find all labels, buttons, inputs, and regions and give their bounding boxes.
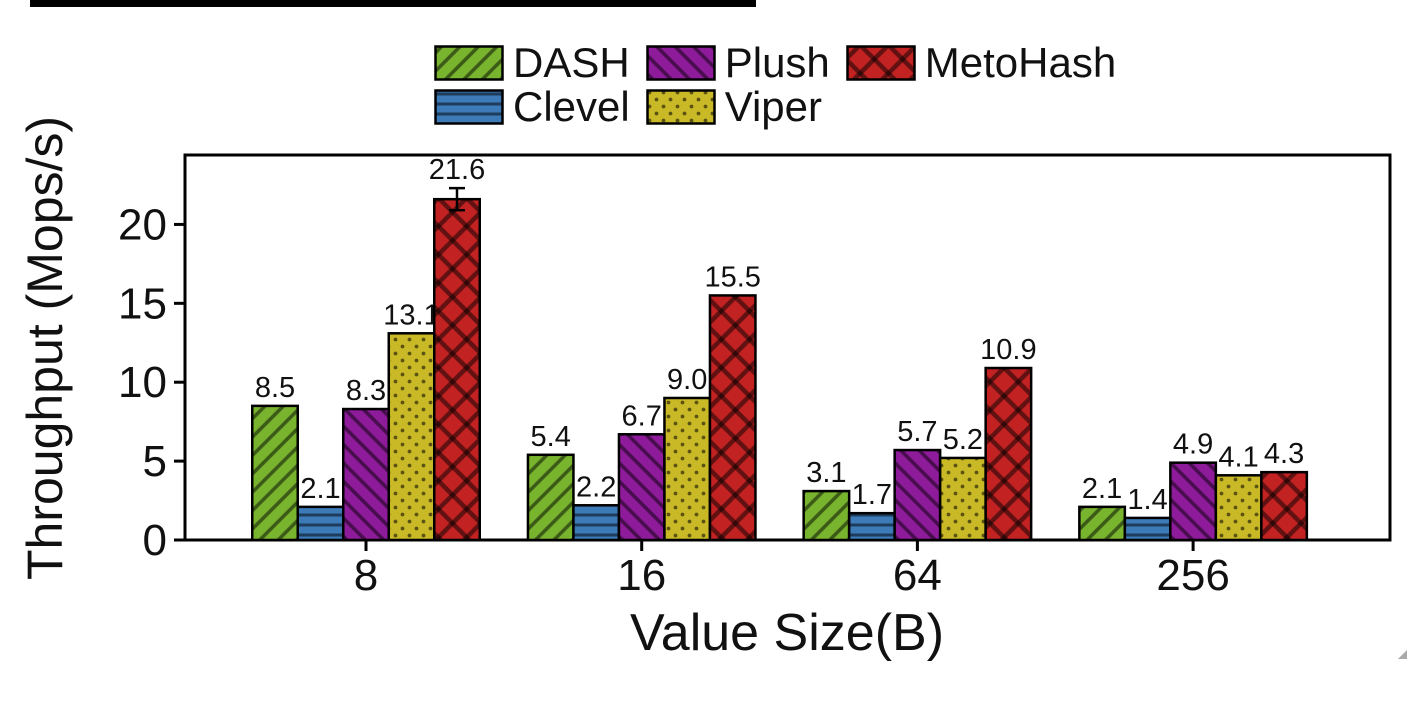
legend-swatch-clevel: [434, 89, 504, 125]
value-label-metohash-64: 10.9: [980, 334, 1036, 366]
bar-viper-8: [387, 332, 436, 542]
value-label-clevel-16: 2.2: [576, 471, 616, 503]
value-label-plush-64: 5.7: [897, 416, 937, 448]
x-tick-label-64: 64: [893, 551, 942, 600]
x-tick-label-256: 256: [1156, 551, 1229, 600]
y-tick-label-5: 5: [143, 437, 167, 486]
legend-column: DASH Clevel: [434, 42, 630, 128]
legend-item-clevel: Clevel: [434, 86, 630, 128]
bar-clevel-64: [847, 511, 896, 542]
bar-plush-256: [1169, 461, 1218, 542]
bar-viper-16: [663, 396, 712, 542]
value-label-viper-256: 4.1: [1218, 441, 1258, 473]
value-label-metohash-16: 15.5: [704, 261, 760, 293]
legend-item-metohash: MetoHash: [846, 42, 1116, 84]
plot-area: 0 5 10 15 20 8 8.5 2.1 8.3 13.1 21.6 16 5.42.2 6.79.0…: [118, 153, 1392, 600]
bar-metohash-8: [433, 197, 481, 542]
legend-item-dash: DASH: [434, 42, 630, 84]
value-label-dash-64: 3.1: [806, 457, 846, 489]
bar-plush-64: [893, 448, 942, 542]
bar-metohash-64: [984, 366, 1033, 542]
value-label-dash-256: 2.1: [1082, 473, 1122, 505]
legend-swatch-dash: [434, 45, 504, 81]
legend-label-plush: Plush: [724, 39, 830, 86]
legend-column: Plush Viper: [645, 39, 830, 130]
value-label-clevel-64: 1.7: [852, 479, 892, 511]
bar-clevel-8: [296, 505, 345, 542]
bar-viper-256: [1214, 474, 1263, 542]
bar-metohash-256: [1260, 470, 1309, 542]
value-label-clevel-8: 2.1: [300, 473, 340, 505]
legend-swatch-viper: [645, 89, 716, 125]
plot-frame: [183, 153, 1392, 542]
value-label-metohash-256: 4.3: [1264, 438, 1304, 470]
bar-plush-16: [617, 433, 666, 542]
bar-dash-64: [802, 489, 851, 542]
y-tick-label-15: 15: [118, 279, 167, 328]
legend-swatch-plush: [645, 45, 716, 81]
legend-label-viper: Viper: [724, 83, 823, 130]
x-tick-label-8: 8: [354, 551, 378, 600]
y-axis-label: Throughput (Mops/s): [17, 116, 73, 580]
legend-swatch-metohash: [846, 45, 916, 81]
bar-plush-8: [342, 407, 390, 542]
y-tick-label-0: 0: [143, 516, 167, 565]
value-label-dash-8: 8.5: [255, 372, 295, 404]
legend-label-clevel: Clevel: [513, 83, 630, 130]
bar-dash-16: [526, 453, 575, 542]
chart-legend: DASH Clevel Plush Viper MetoHash: [434, 42, 1116, 128]
bar-viper-64: [938, 456, 987, 542]
value-label-plush-16: 6.7: [622, 400, 662, 432]
x-tick-label-16: 16: [617, 551, 666, 600]
bar-clevel-16: [572, 504, 621, 542]
corner-artifact: [1398, 650, 1407, 659]
legend-item-plush: Plush: [645, 39, 830, 86]
legend-column: MetoHash: [846, 42, 1116, 84]
legend-label-dash: DASH: [513, 39, 630, 86]
top-edge-artifact: [30, 0, 756, 7]
value-label-viper-16: 9.0: [667, 364, 707, 396]
value-label-clevel-256: 1.4: [1127, 484, 1167, 516]
legend-item-viper: Viper: [645, 83, 830, 130]
y-tick-label-10: 10: [118, 358, 167, 407]
bar-metohash-16: [708, 294, 757, 542]
value-label-viper-8: 13.1: [383, 299, 439, 331]
value-label-metohash-8: 21.6: [429, 154, 485, 186]
bar-dash-8: [251, 404, 299, 542]
value-label-dash-16: 5.4: [531, 421, 571, 453]
value-label-viper-64: 5.2: [943, 424, 983, 456]
bar-dash-256: [1078, 505, 1127, 542]
x-axis-label: Value Size(B): [630, 604, 944, 662]
bar-clevel-256: [1123, 516, 1172, 542]
legend-label-metohash: MetoHash: [924, 39, 1117, 86]
y-tick-label-20: 20: [118, 200, 167, 249]
value-label-plush-8: 8.3: [346, 375, 386, 407]
value-label-plush-256: 4.9: [1173, 429, 1213, 461]
